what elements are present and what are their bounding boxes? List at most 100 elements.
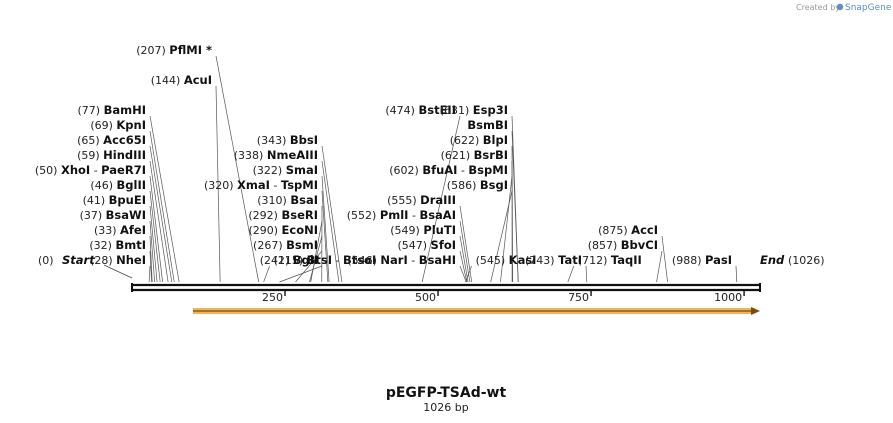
restriction-site[interactable]: (50) XhoI - PaeR7I [35, 163, 146, 177]
restriction-site[interactable]: (69) KpnI [90, 118, 146, 132]
restriction-site[interactable]: (310) BsaI [257, 193, 318, 207]
site-position: (59) [77, 149, 103, 162]
snapgene-logo-icon [836, 3, 844, 11]
restriction-site[interactable]: (292) BseRI [248, 208, 318, 222]
restriction-site[interactable]: (875) AccI [598, 223, 658, 237]
site-label: (474) BstEII [385, 103, 456, 117]
restriction-site[interactable]: (474) BstEII [385, 103, 456, 117]
snapgene-branding: Created by SnapGene [796, 3, 892, 13]
enzyme-name: PaeR7I [101, 163, 146, 177]
site-lines [148, 55, 738, 283]
restriction-site[interactable]: (267) BsmI [253, 238, 318, 252]
site-position: (320) [204, 179, 237, 192]
site-label: (50) XhoI - PaeR7I [35, 163, 146, 177]
end-marker: End (1026) [760, 253, 825, 267]
site-position: (310) [257, 194, 290, 207]
site-leader-line [459, 265, 467, 283]
site-position: (988) [672, 254, 705, 267]
site-leader-line [149, 175, 163, 283]
site-position: (37) [80, 209, 106, 222]
site-position: (474) [385, 104, 418, 117]
site-position: (41) [83, 194, 109, 207]
restriction-site[interactable]: (547) SfoI [397, 238, 456, 252]
restriction-site[interactable]: (77) BamHI [78, 103, 147, 117]
site-leader-line [321, 190, 329, 283]
site-leader-line [309, 235, 323, 283]
site-position: (65) [77, 134, 103, 147]
site-label: (602) BfuAI - BspMI [389, 163, 508, 177]
site-label: (41) BpuEI [83, 193, 146, 207]
plasmid-size: 1026 bp [423, 401, 468, 414]
restriction-site[interactable]: (631) Esp3I [440, 103, 508, 117]
restriction-site[interactable]: (857) BbvCI [588, 238, 658, 252]
restriction-site[interactable]: (46) BglII [90, 178, 146, 192]
site-label: (988) PasI [672, 253, 732, 267]
site-leader-line [459, 220, 471, 283]
restriction-site[interactable]: (207) PflMI * [136, 43, 212, 57]
restriction-site[interactable]: (586) BsgI [447, 178, 508, 192]
site-leader-line [656, 250, 663, 283]
restriction-site[interactable]: (338) NmeAIII [234, 148, 318, 162]
restriction-site[interactable]: (546) NarI - BsaHI [347, 253, 456, 267]
axis-tick-label: 500 [415, 291, 436, 304]
restriction-site[interactable]: (622) BlpI [450, 133, 508, 147]
created-by-text: Created by [796, 3, 840, 12]
enzyme-name: BglII [117, 178, 147, 192]
site-label: (552) PmlI - BsaAI [347, 208, 456, 222]
site-leader-line [215, 85, 221, 283]
restriction-site[interactable]: (343) BbsI [257, 133, 318, 147]
end-label: End [760, 253, 785, 267]
enzyme-name: PasI [705, 253, 732, 267]
site-label: (320) XmaI - TspMI [204, 178, 318, 192]
restriction-site[interactable]: (322) SmaI [253, 163, 318, 177]
axis-ticks: 250 500 750 1000 [262, 290, 745, 304]
site-label: (555) DraIII [387, 193, 456, 207]
restriction-site[interactable]: (988) PasI [672, 253, 732, 267]
enzyme-name: BbsI [290, 133, 318, 147]
feature-arrow[interactable] [193, 307, 760, 315]
enzyme-name: BspMI [468, 163, 508, 177]
site-label: (322) SmaI [253, 163, 318, 177]
site-label: (546) NarI - BsaHI [347, 253, 456, 267]
restriction-site[interactable]: (215) BtsI - BtsαI [274, 253, 377, 267]
restriction-site[interactable]: (602) BfuAI - BspMI [389, 163, 508, 177]
restriction-site[interactable]: (37) BsaWI [80, 208, 146, 222]
site-leader-line [149, 160, 169, 283]
site-label: (69) KpnI [90, 118, 146, 132]
enzyme-name: BsmI [286, 238, 318, 252]
enzyme-name: NheI [116, 253, 146, 267]
restriction-site[interactable]: (241) BglI [260, 253, 318, 267]
site-leader-line [149, 130, 175, 283]
restriction-site[interactable]: (290) EcoNI [248, 223, 318, 237]
site-label: (343) BbsI [257, 133, 318, 147]
restriction-site[interactable]: (144) AcuI [151, 73, 212, 87]
restriction-site[interactable]: (41) BpuEI [83, 193, 146, 207]
restriction-site[interactable]: (545) KasI [476, 253, 537, 267]
site-position: (144) [151, 74, 184, 87]
site-position: (46) [90, 179, 116, 192]
site-leader-line [459, 205, 473, 283]
restriction-site[interactable]: (712) TaqII [578, 253, 642, 267]
restriction-site[interactable]: (28) NheI [90, 253, 146, 267]
enzyme-name: BsaI [290, 193, 318, 207]
site-leader-line [279, 265, 323, 283]
enzyme-name: Esp3I [473, 103, 508, 117]
site-label: (144) AcuI [151, 73, 212, 87]
restriction-site[interactable]: (621) BsrBI [441, 148, 508, 162]
site-leader-line [295, 250, 323, 283]
restriction-site[interactable]: (743) TatI [525, 253, 582, 267]
enzyme-name: BglI [293, 253, 318, 267]
start-leader-line [103, 264, 133, 279]
plasmid-name: pEGFP-TSAd-wt [386, 385, 507, 401]
restriction-site[interactable]: (320) XmaI - TspMI [204, 178, 318, 192]
restriction-site[interactable]: (549) PluTI [390, 223, 456, 237]
axis-tick-label: 750 [568, 291, 589, 304]
restriction-site[interactable]: BsmBI [467, 118, 508, 132]
restriction-site[interactable]: (552) PmlI - BsaAI [347, 208, 456, 222]
restriction-site[interactable]: (65) Acc65I [77, 133, 146, 147]
site-leader-line [661, 235, 668, 283]
restriction-site[interactable]: (555) DraIII [387, 193, 456, 207]
restriction-site[interactable]: (59) HindIII [77, 148, 146, 162]
restriction-site[interactable]: (33) AfeI [94, 223, 146, 237]
restriction-site[interactable]: (32) BmtI [89, 238, 146, 252]
